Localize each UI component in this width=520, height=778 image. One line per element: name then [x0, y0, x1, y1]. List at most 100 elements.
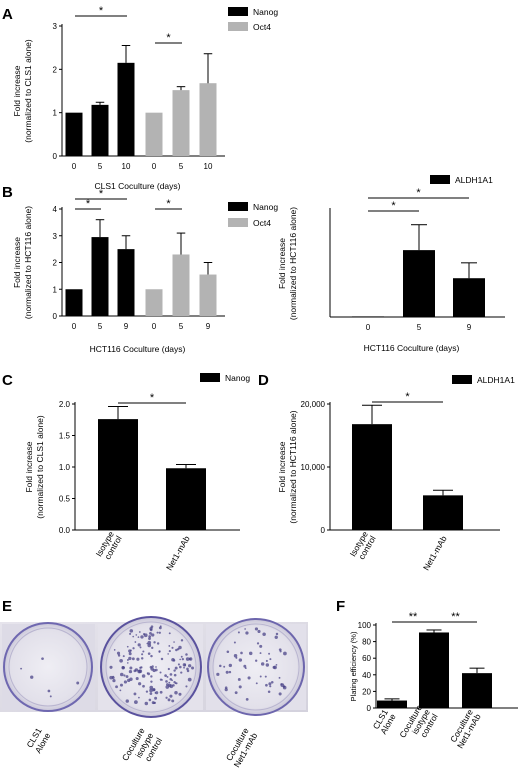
category-label: Net1-mAb [421, 534, 449, 572]
chart-b-left: 0 1 2 3 4 Fold increase (normalized to HCT116 … [12, 188, 278, 354]
colony [181, 658, 185, 661]
y-tick-label: 40 [362, 671, 371, 680]
colony [139, 666, 142, 669]
significance-marker: * [166, 32, 171, 44]
colony [226, 650, 230, 653]
photo-label: CocultureNet1-mAb [223, 726, 260, 769]
colony [177, 663, 180, 666]
colony [140, 635, 144, 639]
colony [151, 701, 155, 705]
category-label: 5 [179, 162, 184, 171]
colony [149, 631, 152, 635]
bar [199, 83, 217, 156]
colony [174, 690, 178, 695]
colony [234, 691, 238, 695]
colony [141, 653, 144, 656]
colony [137, 636, 140, 638]
y-tick-label: 2 [53, 65, 58, 74]
colony [156, 642, 160, 645]
y-tick-label: 0 [53, 152, 58, 161]
legend-label: Nanog [253, 202, 278, 212]
colony [257, 629, 261, 634]
category-label: 10 [204, 162, 213, 171]
colony [126, 645, 129, 648]
colony [185, 657, 190, 661]
y-tick-label: 0.5 [59, 495, 71, 504]
colony [278, 648, 282, 652]
colony [143, 633, 148, 638]
y-tick-label: 4 [53, 205, 58, 214]
colony [244, 628, 246, 630]
colony [142, 684, 145, 688]
colony [159, 690, 163, 694]
colony [169, 694, 173, 698]
x-axis-label: HCT116 Coculture (days) [90, 344, 186, 354]
colony [125, 699, 129, 703]
y-tick-label: 0 [321, 526, 326, 535]
colony [270, 680, 274, 684]
dish-rim [3, 622, 93, 712]
colony [186, 669, 190, 673]
legend-swatch [228, 7, 248, 16]
legend-swatch [200, 373, 220, 382]
colony [150, 680, 153, 683]
colony [171, 699, 175, 703]
bar [145, 112, 163, 156]
bar [117, 62, 135, 157]
colony [168, 650, 171, 653]
category-label-line: Net1-mAb [164, 534, 192, 572]
y-tick-label: 1.5 [59, 432, 71, 441]
colony [112, 675, 115, 678]
category-label: 5 [98, 322, 103, 331]
colony [119, 658, 123, 663]
colony [147, 643, 152, 648]
colony [259, 675, 262, 678]
colony [191, 666, 195, 670]
significance-marker: * [166, 198, 171, 210]
category-label: 5 [179, 322, 184, 331]
colony [256, 642, 260, 645]
panel-letter-f: F [336, 598, 345, 615]
y-axis-label: Fold increase [277, 441, 287, 492]
bar [145, 289, 163, 316]
colony [262, 632, 266, 636]
bar [352, 424, 392, 530]
y-axis-label: (normalized to HCT116 alone) [288, 410, 298, 523]
photo-label: Cocultureisotypecontrol [120, 726, 164, 773]
colony [165, 685, 170, 689]
y-tick-label: 3 [53, 232, 58, 241]
colony [151, 646, 154, 650]
colony [155, 666, 157, 668]
colony [172, 684, 175, 687]
significance-marker: * [416, 187, 421, 199]
colony [268, 652, 271, 655]
colony [138, 696, 140, 699]
panel-letter-a: A [2, 6, 13, 23]
category-label: 9 [124, 322, 129, 331]
petri-dish-icon [207, 618, 305, 716]
colony [121, 666, 125, 669]
colony [132, 635, 135, 638]
colony [128, 652, 132, 656]
colony [233, 654, 238, 658]
petri-dish-photo [0, 616, 308, 718]
colony [187, 677, 192, 682]
category-label: 9 [206, 322, 211, 331]
bar [403, 250, 435, 317]
colony [247, 676, 251, 680]
colony [168, 645, 171, 647]
category-label: 0 [152, 162, 157, 171]
colony [168, 632, 171, 635]
colony [138, 631, 141, 633]
legend-label: Oct4 [253, 218, 271, 228]
legend-label: Nanog [225, 373, 250, 383]
colony [185, 685, 188, 688]
colony [166, 675, 169, 678]
colony [149, 688, 153, 693]
colony [259, 644, 263, 648]
bar [377, 700, 407, 708]
colony [174, 666, 178, 670]
colony [119, 683, 123, 687]
y-tick-label: 0 [53, 312, 58, 321]
